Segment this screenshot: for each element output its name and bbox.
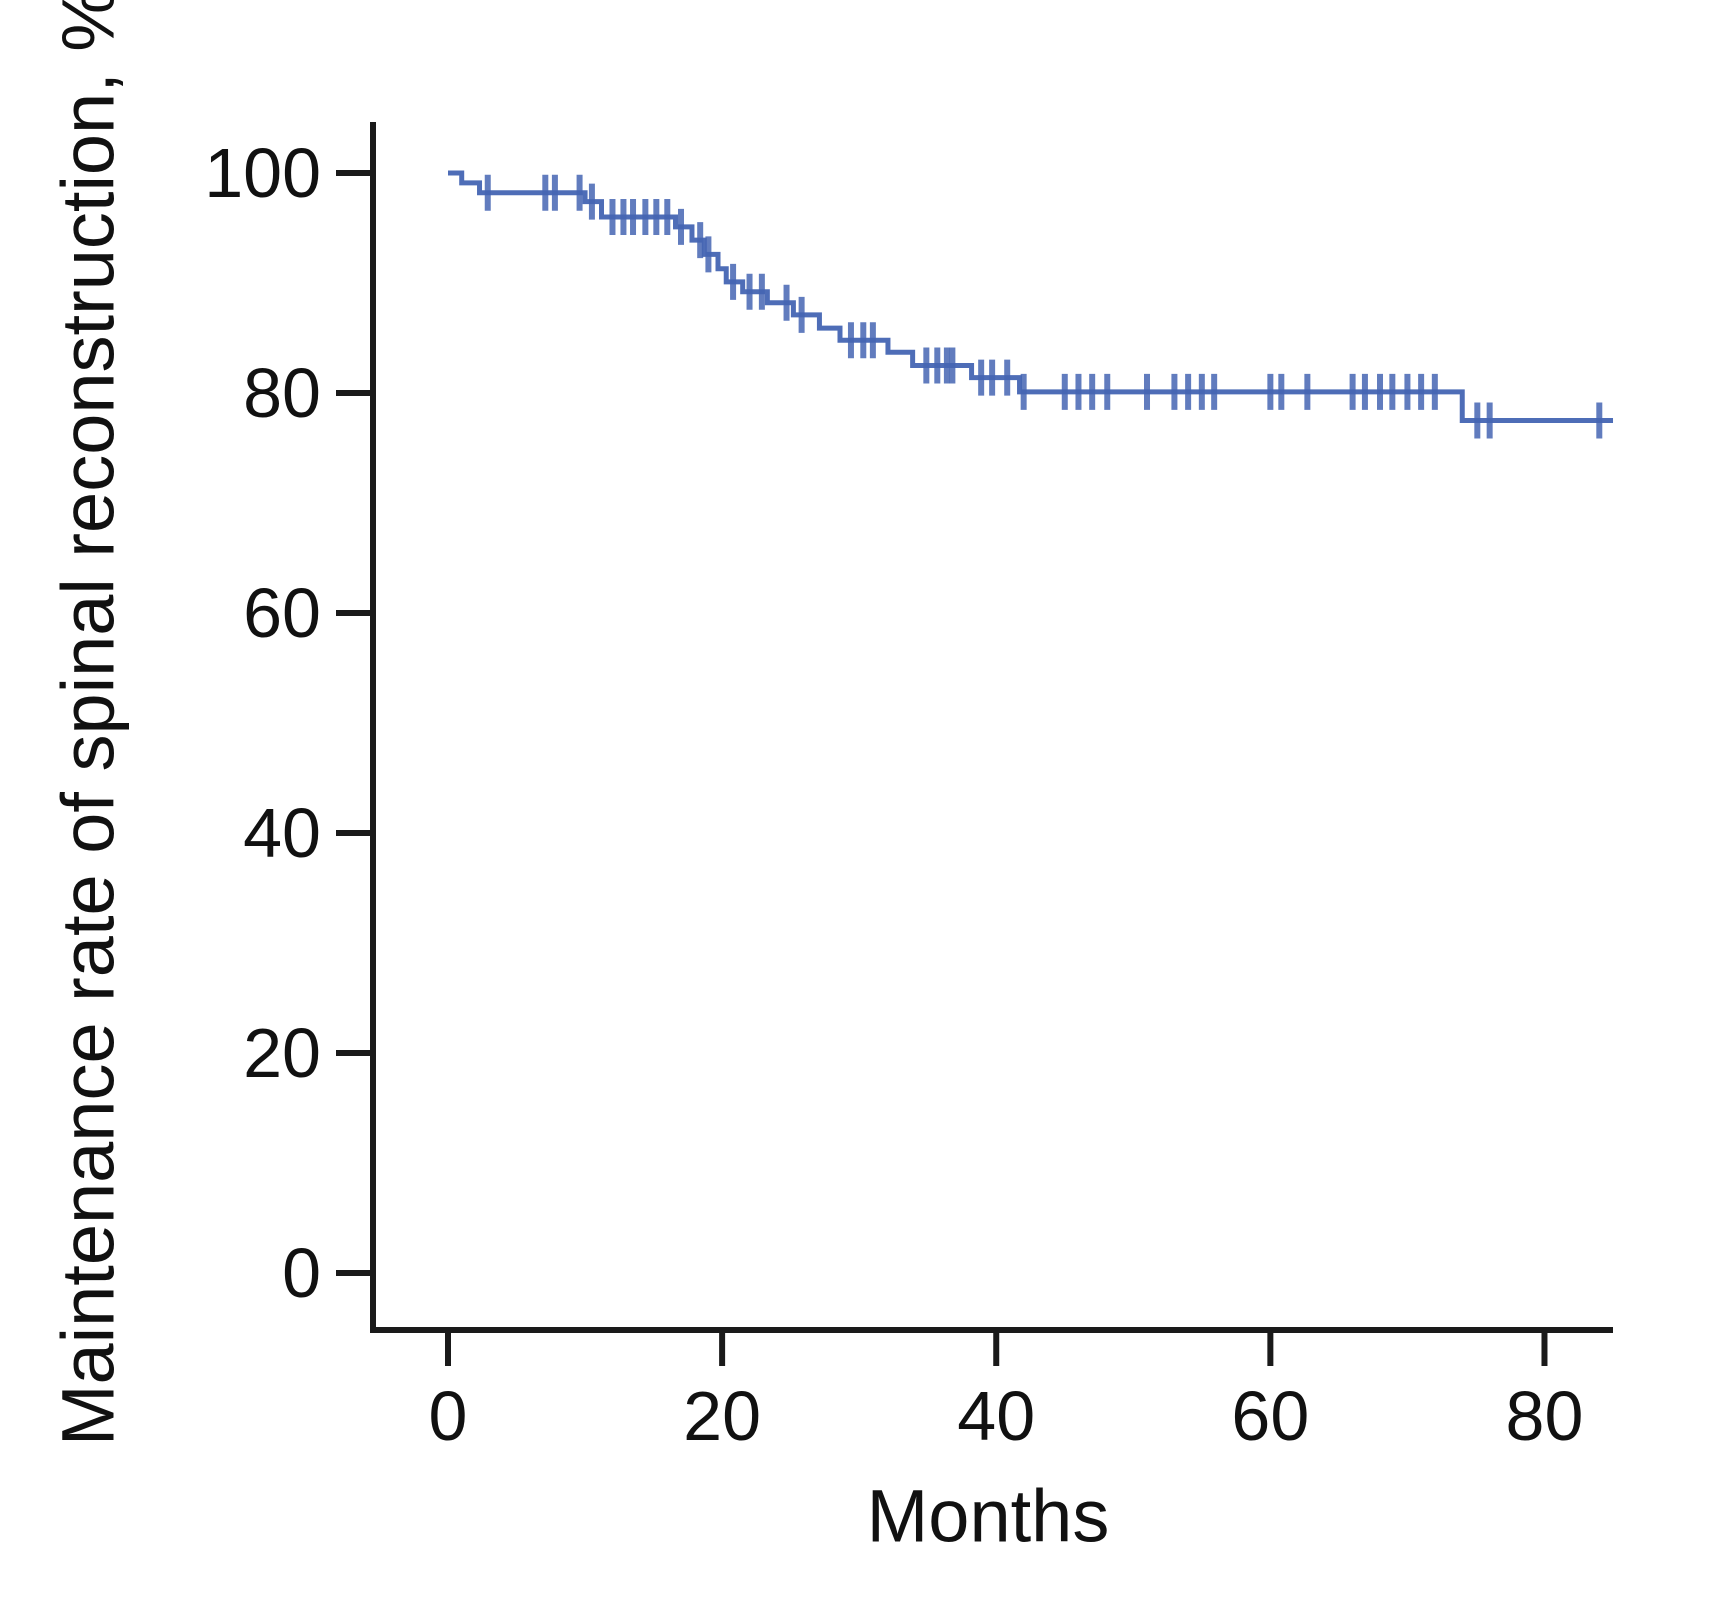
x-tick-label: 60 xyxy=(1231,1377,1309,1455)
y-tick-label: 20 xyxy=(243,1014,321,1092)
x-tick-label: 40 xyxy=(957,1377,1035,1455)
x-tick-label: 0 xyxy=(429,1377,468,1455)
y-tick-label: 80 xyxy=(243,354,321,432)
y-tick-label: 100 xyxy=(204,134,321,212)
x-tick-label: 80 xyxy=(1506,1377,1584,1455)
y-tick-label: 40 xyxy=(243,794,321,872)
y-tick-label: 60 xyxy=(243,574,321,652)
x-axis-title: Months xyxy=(866,1474,1110,1558)
y-axis-title: Maintenance rate of spinal reconstructio… xyxy=(46,0,130,1447)
y-tick-label: 0 xyxy=(282,1234,321,1312)
x-tick-label: 20 xyxy=(683,1377,761,1455)
